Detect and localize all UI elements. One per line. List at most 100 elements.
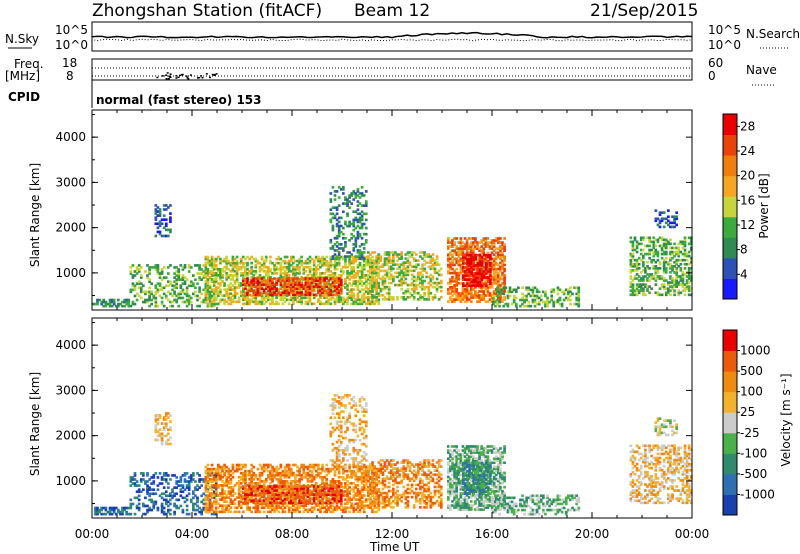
echo-cell xyxy=(501,273,504,277)
echo-cell xyxy=(469,237,473,240)
echo-cell xyxy=(339,247,343,250)
echo-cell xyxy=(648,267,651,270)
echo-cell xyxy=(577,302,581,306)
echo-cell xyxy=(181,510,185,514)
echo-cell xyxy=(367,282,370,285)
echo-cell xyxy=(154,212,158,215)
echo-cell xyxy=(258,463,262,467)
echo-cell xyxy=(525,286,529,290)
echo-cell xyxy=(667,260,670,264)
echo-cell xyxy=(162,214,166,217)
echo-cell xyxy=(633,258,637,262)
echo-cell xyxy=(392,295,395,299)
echo-cell xyxy=(470,260,474,263)
echo-cell xyxy=(451,277,454,281)
echo-cell xyxy=(192,492,195,496)
echo-cell xyxy=(229,488,233,491)
echo-cell xyxy=(250,473,254,477)
echo-cell xyxy=(329,277,333,280)
echo-cell xyxy=(461,247,465,250)
echo-cell xyxy=(447,269,450,273)
echo-cell xyxy=(679,279,683,282)
echo-cell xyxy=(158,224,162,228)
echo-cell xyxy=(637,279,641,282)
echo-cell xyxy=(298,285,301,288)
echo-cell xyxy=(200,278,204,281)
echo-cell xyxy=(300,293,304,297)
echo-cell xyxy=(321,289,324,293)
echo-cell xyxy=(408,291,412,295)
echo-cell xyxy=(229,298,233,302)
freq-trace xyxy=(92,67,692,80)
echo-cell xyxy=(514,304,518,308)
echo-cell xyxy=(223,473,226,477)
echo-cell xyxy=(344,261,347,265)
echo-cell xyxy=(125,298,129,302)
echo-cell xyxy=(160,502,164,506)
echo-cell xyxy=(480,265,484,269)
echo-cell xyxy=(160,510,164,514)
echo-cell xyxy=(449,241,452,244)
echo-cell xyxy=(156,206,160,209)
echo-cell xyxy=(289,469,293,473)
echo-cell xyxy=(206,475,210,479)
echo-cell xyxy=(677,291,681,295)
echo-cell xyxy=(482,271,486,275)
echo-cell xyxy=(273,287,276,291)
echo-cell xyxy=(102,304,106,308)
echo-cell xyxy=(377,273,381,277)
echo-cell xyxy=(660,285,664,288)
echo-cell xyxy=(521,296,524,300)
echo-cell xyxy=(154,284,158,288)
echo-cell xyxy=(556,300,560,304)
echo-cell xyxy=(317,298,320,302)
echo-cell xyxy=(364,274,368,277)
echo-cell xyxy=(283,283,287,286)
echo-cell xyxy=(656,250,660,254)
echo-cell xyxy=(369,275,372,279)
echo-cell xyxy=(675,269,679,272)
echo-cell xyxy=(300,283,304,286)
echo-cell xyxy=(629,283,633,286)
echo-cell xyxy=(352,198,356,201)
echo-cell xyxy=(635,293,639,297)
echo-cell xyxy=(287,510,291,514)
echo-cell xyxy=(239,471,243,475)
echo-cell xyxy=(231,257,235,261)
echo-cell xyxy=(664,217,668,221)
echo-cell xyxy=(387,255,391,258)
echo-cell xyxy=(254,473,258,477)
echo-cell xyxy=(335,257,339,260)
echo-cell xyxy=(562,298,566,302)
echo-cell xyxy=(271,465,274,469)
echo-cell xyxy=(339,269,343,273)
echo-cell xyxy=(461,292,465,295)
echo-cell xyxy=(160,270,164,273)
echo-cell xyxy=(204,471,208,475)
echo-cell xyxy=(242,261,245,265)
echo-cell xyxy=(335,222,339,226)
echo-cell xyxy=(244,296,247,300)
echo-cell xyxy=(350,253,354,256)
echo-cell xyxy=(239,500,243,503)
echo-cell xyxy=(281,510,285,514)
echo-cell xyxy=(453,257,456,261)
echo-cell xyxy=(296,277,299,280)
echo-cell xyxy=(187,264,191,267)
echo-cell xyxy=(323,294,326,298)
echo-cell xyxy=(685,283,689,286)
echo-cell xyxy=(482,253,486,257)
echo-cell xyxy=(310,274,314,277)
echo-cell xyxy=(250,255,254,259)
echo-cell xyxy=(204,475,208,479)
echo-cell xyxy=(466,282,469,286)
echo-cell xyxy=(298,281,301,284)
echo-cell xyxy=(342,298,345,302)
echo-cell xyxy=(333,253,337,256)
echo-cell xyxy=(208,506,212,510)
echo-cell xyxy=(237,486,241,489)
echo-cell xyxy=(306,302,310,306)
echo-cell xyxy=(162,234,166,238)
echo-cell xyxy=(633,291,637,295)
echo-cell xyxy=(447,237,450,240)
